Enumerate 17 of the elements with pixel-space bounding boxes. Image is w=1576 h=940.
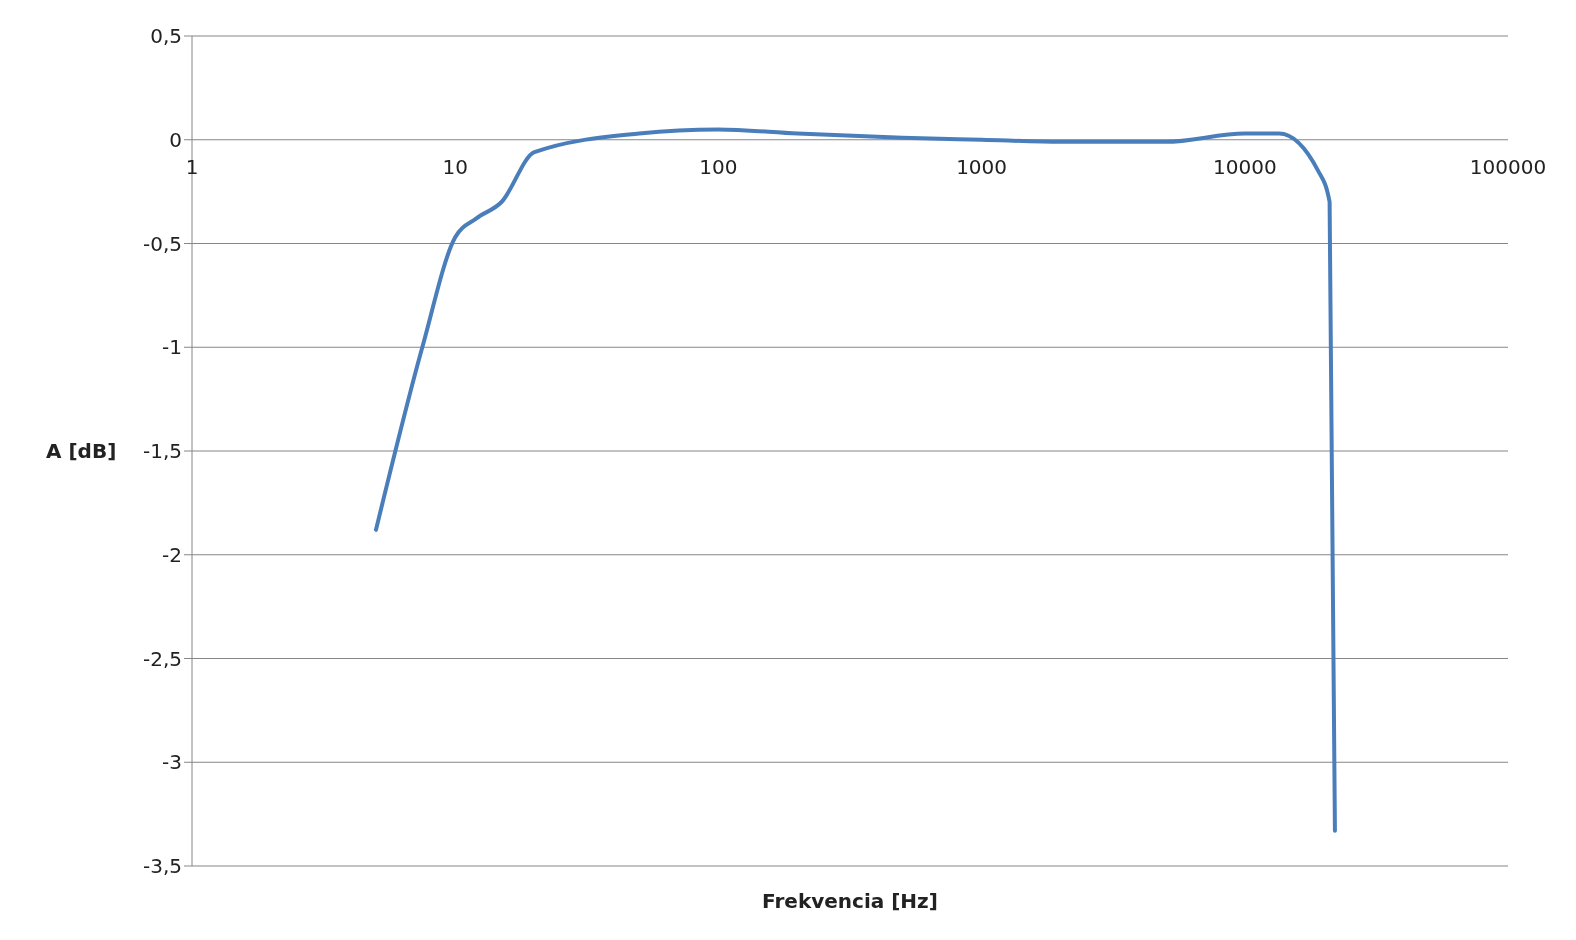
y-tick-label: -1 — [162, 335, 182, 360]
y-tick-label: -0,5 — [142, 231, 182, 256]
x-tick-label: 1 — [185, 154, 199, 179]
x-tick-label: 1000 — [956, 154, 1008, 179]
y-axis-title: A [dB] — [46, 439, 117, 463]
y-tick-label: -2,5 — [142, 646, 182, 671]
x-tick-label: 100 — [699, 154, 738, 179]
x-tick-label: 10000 — [1212, 154, 1277, 179]
x-tick-label: 10 — [442, 154, 468, 179]
y-tick-label: -1,5 — [142, 439, 182, 464]
y-tick-label: 0,5 — [150, 24, 182, 49]
x-axis-title: Frekvencia [Hz] — [762, 889, 938, 913]
y-tick-label: 0 — [169, 127, 182, 152]
y-tick-label: -3 — [162, 750, 182, 775]
y-tick-label: -3,5 — [142, 854, 182, 879]
x-tick-label: 100000 — [1469, 154, 1547, 179]
y-tick-label: -2 — [162, 542, 182, 567]
